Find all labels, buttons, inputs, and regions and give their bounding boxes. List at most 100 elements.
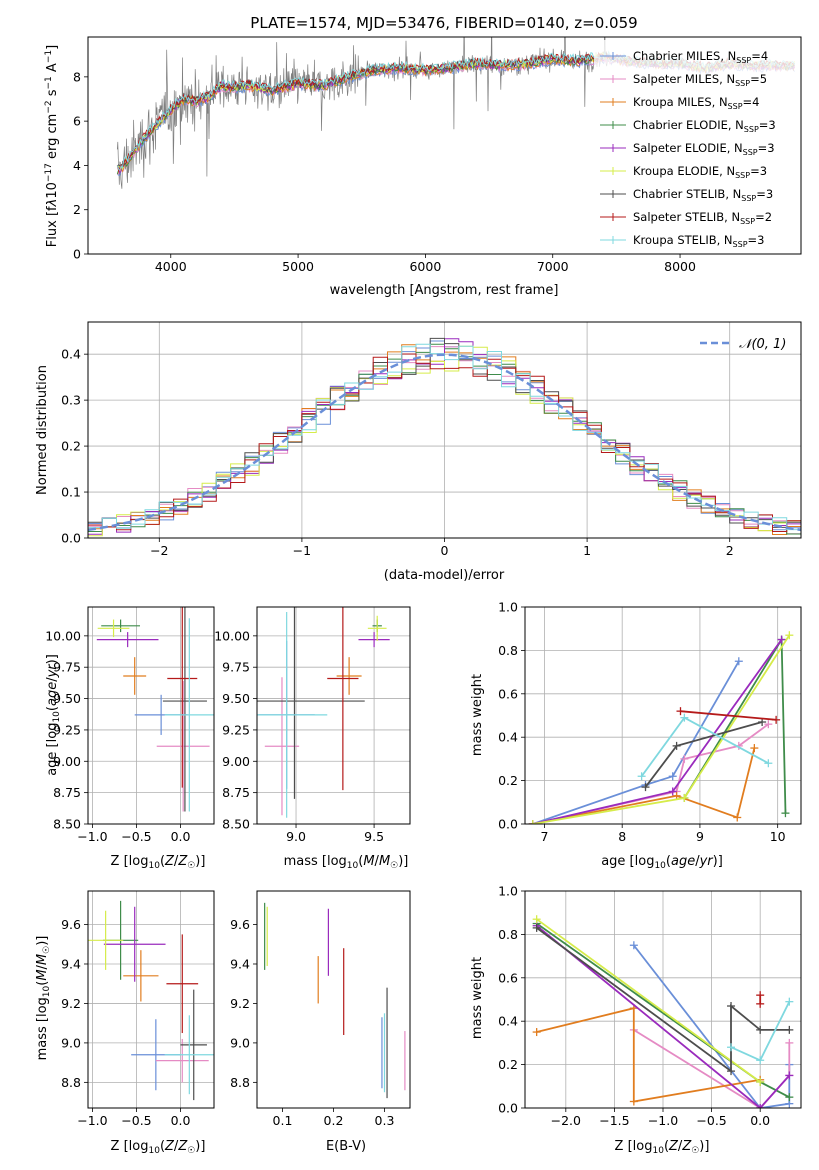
- x-tick-label: 0.0: [171, 829, 191, 844]
- y-tick-label: 6: [73, 114, 81, 129]
- errorbar-point-chabrier-stelib: [180, 989, 207, 1101]
- y-tick-label: 8.75: [222, 785, 250, 800]
- mass-vs-metallicity-xlabel: Z [log10(Z/Z☉)]: [111, 1139, 206, 1156]
- errorbar-point-salpeter-stelib: [327, 607, 359, 791]
- y-tick-label: 9.00: [53, 754, 81, 769]
- y-tick-label: 9.25: [222, 722, 250, 737]
- y-tick-label: 9.50: [53, 691, 81, 706]
- y-tick-label: 9.75: [53, 660, 81, 675]
- y-tick-label: 9.25: [53, 722, 81, 737]
- y-tick-label: 8: [73, 69, 81, 84]
- x-tick-label: 9: [696, 829, 704, 844]
- errorbar-point-salpeter-elodie: [103, 906, 166, 982]
- errorbar-point-salpeter-miles: [156, 681, 210, 812]
- axes: −1.0 −0.5 0.0 8.8 9.0 9.2 9.4 9.6: [61, 890, 215, 1128]
- y-tick-label: 0.6: [498, 686, 518, 701]
- weight-vs-age-plot-area: 7 8 9 10 0.0 0.2 0.4 0.6 0.8 1.0: [498, 600, 802, 844]
- axes: −2 −1 0 1 2 0.0 0.1 0.2 0.3 0.4: [61, 321, 802, 558]
- legend-value: =3: [758, 141, 775, 155]
- weight-line-kroupa-elodie: [536, 918, 761, 1083]
- plot-content: [96, 607, 214, 812]
- y-tick-label: 0.4: [498, 730, 518, 745]
- histogram-chabrier-stelib: [88, 337, 801, 528]
- axes-frame: [87, 606, 215, 825]
- weight-line-chabrier-miles: [633, 944, 791, 1108]
- legend-subscript: SSP: [736, 56, 751, 65]
- x-tick-label: 8: [618, 829, 626, 844]
- histogram-salpeter-stelib: [88, 353, 801, 532]
- legend-subscript: SSP: [735, 79, 750, 88]
- y-tick-label: 0.8: [498, 927, 518, 942]
- weight-vs-age-ylabel: mass weight: [470, 674, 485, 756]
- y-tick-label: 0.0: [498, 1101, 518, 1116]
- y-tick-label: 1.0: [498, 884, 518, 899]
- residual-histogram-panel: −2 −1 0 1 2 0.0 0.1 0.2 0.3 0.4 (data-model)/erro…: [35, 321, 802, 583]
- y-tick-label: 9.6: [230, 917, 250, 932]
- x-tick-label: −2.0: [551, 1113, 581, 1128]
- axes-frame: [87, 890, 215, 1109]
- y-tick-label: 0.1: [61, 485, 81, 500]
- x-tick-label: 5000: [282, 259, 314, 274]
- x-tick-label: 4000: [155, 259, 187, 274]
- legend-subscript: SSP: [744, 125, 759, 134]
- legend-subscript: SSP: [740, 217, 755, 226]
- axes-frame: [256, 606, 411, 825]
- figure-title: PLATE=1574, MJD=53476, FIBERID=0140, z=0…: [250, 14, 637, 32]
- y-tick-label: 1.0: [498, 600, 518, 615]
- legend-label-kroupa-elodie: Kroupa ELODIE, NSSP=3: [633, 164, 767, 180]
- y-tick-label: 8.50: [222, 817, 250, 832]
- y-tick-label: 9.4: [230, 956, 250, 971]
- histogram-xlabel: (data-model)/error: [384, 568, 505, 583]
- x-tick-label: 0.1: [273, 1113, 293, 1128]
- y-tick-label: 9.0: [61, 1035, 81, 1050]
- plot-content: [528, 631, 794, 824]
- errorbar-point-kroupa-stelib: [164, 1015, 214, 1095]
- age-vs-mass-xlabel: mass [log10(M/M☉)]: [284, 854, 409, 871]
- plot-content: [257, 607, 390, 818]
- weight-line-kroupa-miles: [536, 1007, 761, 1103]
- svg-text:age [log10(age/yr)]: age [log10(age/yr)]: [45, 654, 62, 776]
- x-tick-label: −1: [293, 543, 311, 558]
- legend-label-salpeter-stelib: Salpeter STELIB, NSSP=2: [633, 210, 772, 226]
- normal-legend-label: 𝒩(0, 1): [739, 337, 786, 352]
- mass-vs-metallicity-plot-area: −1.0 −0.5 0.0 8.8 9.0 9.2 9.4 9.6: [61, 890, 215, 1128]
- y-tick-label: 0.4: [61, 347, 81, 362]
- spectrum-plot-area: 4000 5000 6000 7000 8000 0 2 4 6 8: [73, 36, 802, 274]
- spectrum-panel: 4000 5000 6000 7000 8000 0 2 4 6 8 wavelength [An…: [44, 36, 802, 298]
- legend-value: =3: [756, 187, 773, 201]
- errorbar-point-kroupa-miles: [123, 950, 159, 1002]
- mass-vs-metallicity-panel: −1.0 −0.5 0.0 8.8 9.0 9.2 9.4 9.6 Z [log10(Z/Z☉…: [35, 890, 215, 1156]
- x-tick-label: −1.0: [77, 1113, 107, 1128]
- y-tick-label: 9.6: [61, 917, 81, 932]
- errorbar-point-chabrier-stelib: [162, 607, 207, 812]
- svg-text:Z [log10(Z/Z☉)]: Z [log10(Z/Z☉)]: [111, 854, 206, 871]
- y-tick-label: 9.50: [222, 691, 250, 706]
- legend-subscript: SSP: [735, 171, 750, 180]
- x-tick-label: 0.0: [171, 1113, 191, 1128]
- svg-text:mass [log10(M/M☉)]: mass [log10(M/M☉)]: [35, 936, 52, 1061]
- errorbar-point-kroupa-elodie: [97, 619, 130, 638]
- legend-label-salpeter-elodie: Salpeter ELODIE, NSSP=3: [633, 141, 775, 157]
- y-tick-label: 8.75: [53, 785, 81, 800]
- y-tick-label: 9.2: [230, 996, 250, 1011]
- errorbar-point-kroupa-stelib: [257, 612, 328, 818]
- x-tick-label: 6000: [409, 259, 441, 274]
- y-tick-label: 0: [73, 247, 81, 262]
- normal-distribution-curve: [88, 353, 801, 532]
- legend-label-chabrier-elodie: Chabrier ELODIE, NSSP=3: [633, 118, 776, 134]
- y-tick-label: 0.4: [498, 1014, 518, 1029]
- weight-line-salpeter-miles: [532, 723, 769, 824]
- errorbar-point-salpeter-stelib: [167, 607, 198, 788]
- x-tick-label: −0.5: [696, 1113, 726, 1128]
- x-tick-label: −0.5: [121, 829, 151, 844]
- y-tick-label: 8.8: [61, 1075, 81, 1090]
- errorbar-point-kroupa-elodie: [367, 615, 387, 641]
- legend-label-salpeter-miles: Salpeter MILES, NSSP=5: [633, 72, 767, 88]
- axes: −2.0 −1.5 −1.0 −0.5 0.0 0.0 0.2 0.4 0.6 0.8 1.0: [498, 884, 802, 1128]
- axes: 0.1 0.2 0.3 8.8 9.0 9.2 9.4 9.6: [230, 890, 411, 1128]
- legend-value: =5: [750, 72, 767, 86]
- plot-content: [264, 902, 406, 1099]
- y-tick-label: 9.00: [222, 754, 250, 769]
- legend-value: =2: [755, 210, 772, 224]
